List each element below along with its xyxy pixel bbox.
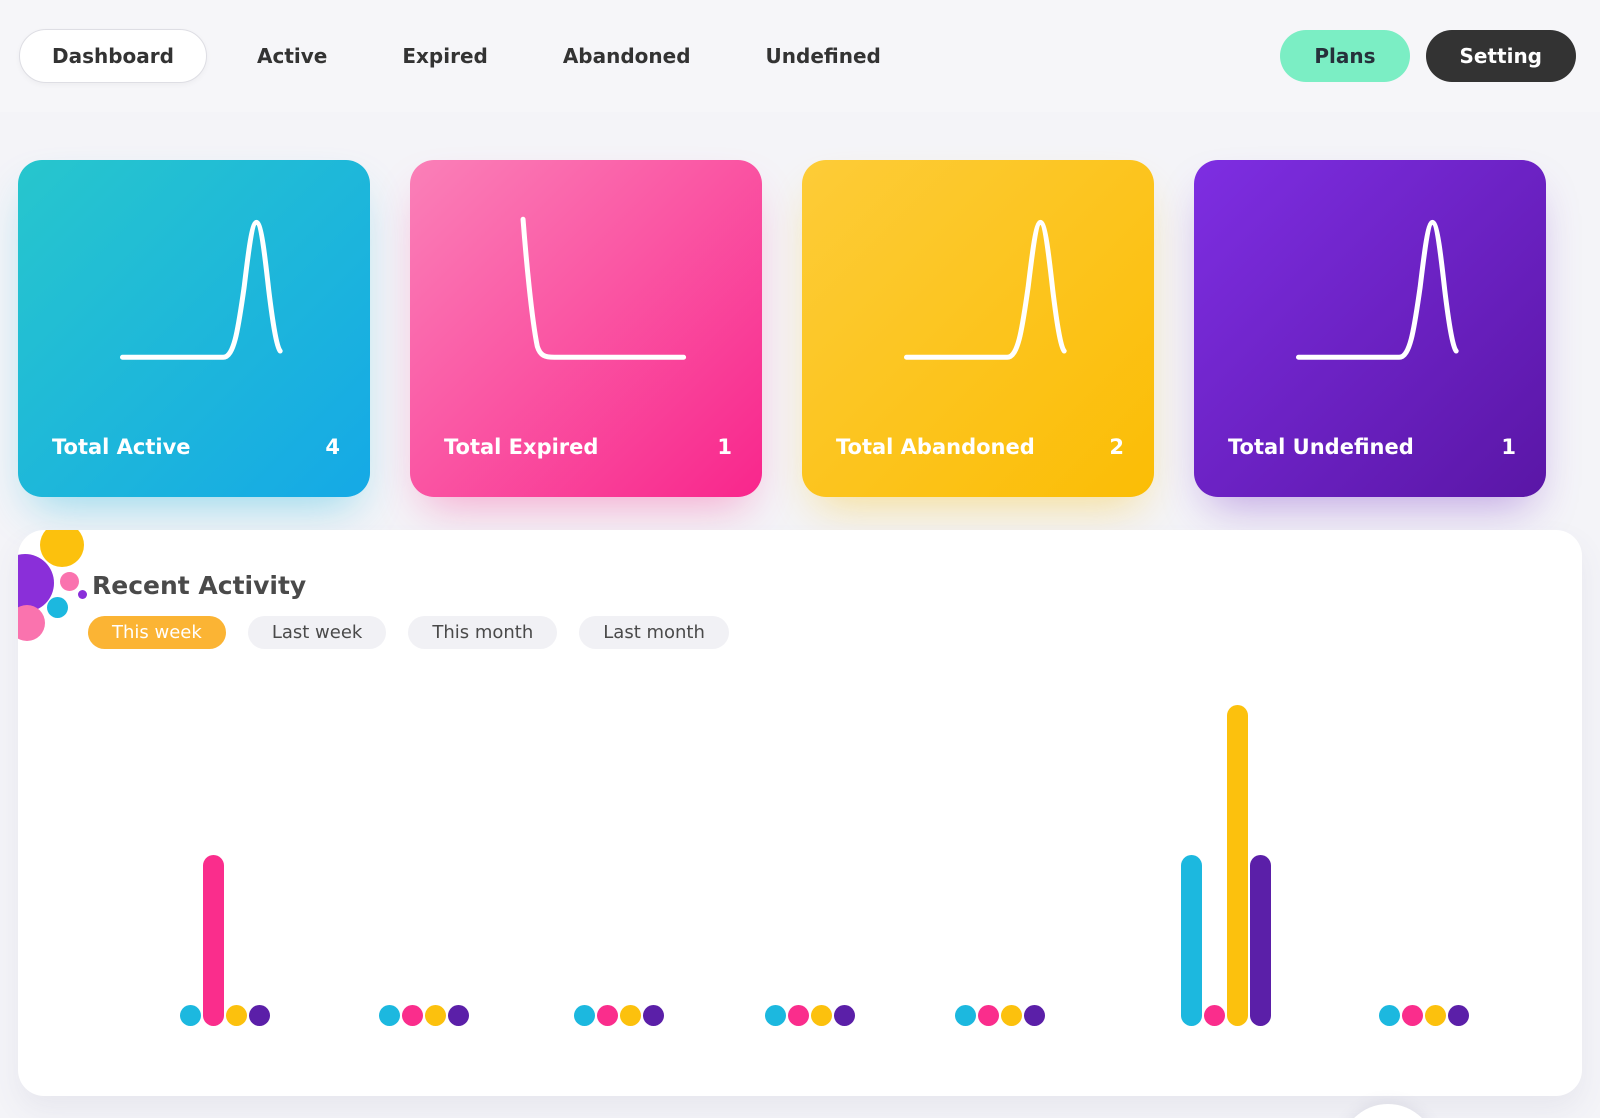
stat-card-label: Total Active	[52, 435, 191, 459]
deco-circle-cyan	[47, 597, 68, 618]
recent-activity-card: Recent Activity This week Last week This m…	[18, 530, 1582, 1096]
bar-group-day-6	[1181, 705, 1271, 1026]
zero-dot-undefined-day-3[interactable]	[643, 1005, 664, 1026]
sparkline-icon	[897, 210, 1087, 365]
tab-undefined[interactable]: Undefined	[765, 44, 881, 68]
stat-card-label: Total Undefined	[1228, 435, 1414, 459]
zero-dot-expired-day-7[interactable]	[1402, 1005, 1423, 1026]
bar-group-day-7	[1379, 1005, 1469, 1026]
activity-title: Recent Activity	[92, 571, 307, 600]
zero-dot-abandoned-day-2[interactable]	[425, 1005, 446, 1026]
zero-dot-active-day-5[interactable]	[955, 1005, 976, 1026]
zero-dot-expired-day-2[interactable]	[402, 1005, 423, 1026]
bar-group-day-3	[574, 1005, 664, 1026]
filter-this-week[interactable]: This week	[88, 616, 226, 649]
top-navigation: Dashboard Active Expired Abandoned Undefined…	[0, 0, 1600, 112]
bar-group-day-2	[379, 1005, 469, 1026]
nav-tabs: Dashboard Active Expired Abandoned Undefined	[19, 29, 956, 83]
bar-group-day-4	[765, 1005, 855, 1026]
zero-dot-abandoned-day-7[interactable]	[1425, 1005, 1446, 1026]
stat-card-label: Total Abandoned	[836, 435, 1035, 459]
zero-dot-active-day-2[interactable]	[379, 1005, 400, 1026]
deco-dot-purple	[78, 590, 87, 599]
zero-dot-undefined-day-7[interactable]	[1448, 1005, 1469, 1026]
activity-bar-chart	[18, 530, 1582, 1096]
tab-active[interactable]: Active	[256, 44, 328, 68]
zero-dot-abandoned-day-5[interactable]	[1001, 1005, 1022, 1026]
activity-filters: This week Last week This month Last month	[88, 616, 729, 649]
filter-last-week[interactable]: Last week	[247, 616, 387, 649]
zero-dot-expired-day-5[interactable]	[978, 1005, 999, 1026]
stat-card-label: Total Expired	[444, 435, 599, 459]
bar-group-day-1	[180, 855, 270, 1026]
sparkline-icon	[113, 210, 303, 365]
filter-this-month[interactable]: This month	[408, 616, 558, 649]
bar-expired-day-1[interactable]	[203, 855, 224, 1026]
deco-circle-yellow	[40, 530, 84, 567]
bar-abandoned-day-6[interactable]	[1227, 705, 1248, 1026]
sparkline-icon	[505, 210, 695, 365]
stat-card-total-active[interactable]: Total Active 4	[18, 160, 370, 497]
stat-card-value: 4	[325, 435, 340, 459]
zero-dot-abandoned-day-4[interactable]	[811, 1005, 832, 1026]
zero-dot-expired-day-4[interactable]	[788, 1005, 809, 1026]
tab-abandoned[interactable]: Abandoned	[562, 44, 691, 68]
bar-active-day-6[interactable]	[1181, 855, 1202, 1026]
stat-card-value: 1	[1501, 435, 1516, 459]
zero-dot-active-day-4[interactable]	[765, 1005, 786, 1026]
plans-button[interactable]: Plans	[1280, 30, 1410, 82]
zero-dot-active-day-7[interactable]	[1379, 1005, 1400, 1026]
zero-dot-undefined-day-2[interactable]	[448, 1005, 469, 1026]
zero-dot-active-day-3[interactable]	[574, 1005, 595, 1026]
tab-expired[interactable]: Expired	[402, 44, 488, 68]
bar-undefined-day-6[interactable]	[1250, 855, 1271, 1026]
zero-dot-active-day-1[interactable]	[180, 1005, 201, 1026]
zero-dot-abandoned-day-1[interactable]	[226, 1005, 247, 1026]
stat-card-total-abandoned[interactable]: Total Abandoned 2	[802, 160, 1154, 497]
tab-dashboard[interactable]: Dashboard	[19, 29, 207, 83]
nav-actions: Plans Setting	[1280, 30, 1576, 82]
zero-dot-undefined-day-1[interactable]	[249, 1005, 270, 1026]
floating-action-circle[interactable]	[1340, 1104, 1436, 1118]
bar-group-day-5	[955, 1005, 1045, 1026]
zero-dot-abandoned-day-3[interactable]	[620, 1005, 641, 1026]
stat-card-value: 2	[1109, 435, 1124, 459]
zero-dot-expired-day-6[interactable]	[1204, 1005, 1225, 1026]
stat-cards-row: Total Active 4 Total Expired 1 Total Abandon…	[18, 160, 1546, 497]
zero-dot-undefined-day-5[interactable]	[1024, 1005, 1045, 1026]
zero-dot-expired-day-3[interactable]	[597, 1005, 618, 1026]
stat-card-total-undefined[interactable]: Total Undefined 1	[1194, 160, 1546, 497]
stat-card-value: 1	[717, 435, 732, 459]
filter-last-month[interactable]: Last month	[579, 616, 729, 649]
stat-card-total-expired[interactable]: Total Expired 1	[410, 160, 762, 497]
sparkline-icon	[1289, 210, 1479, 365]
setting-button[interactable]: Setting	[1425, 30, 1576, 82]
zero-dot-undefined-day-4[interactable]	[834, 1005, 855, 1026]
deco-circle-pink-small	[60, 572, 79, 591]
